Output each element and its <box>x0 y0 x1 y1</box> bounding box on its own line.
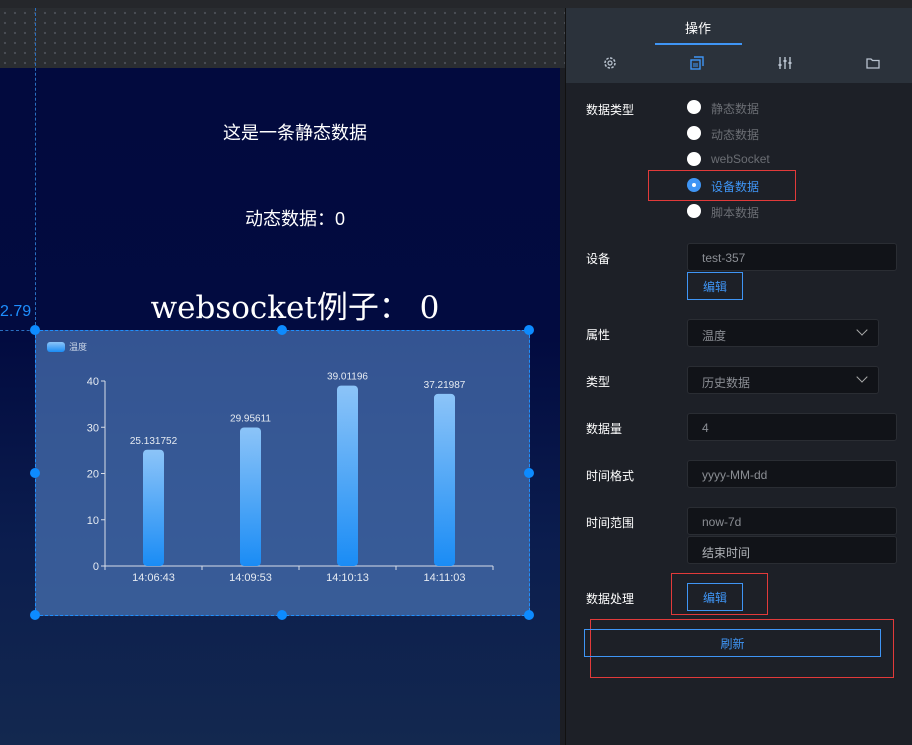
bar <box>337 385 358 566</box>
process-edit-button[interactable]: 编辑 <box>687 583 743 611</box>
highlight-box <box>590 619 894 678</box>
data-type-label: 数据类型 <box>586 103 635 117</box>
sliders-icon[interactable] <box>778 56 792 70</box>
bar-chart-widget[interactable]: 温度 0 10 20 30 40 25.131752 14:06:43 29.95611 14:… <box>35 330 530 616</box>
x-tick-label: 14:09:53 <box>229 572 272 584</box>
highlight-box <box>671 573 768 615</box>
guide-value: 2.79 <box>0 303 32 320</box>
attr-label: 属性 <box>586 328 611 342</box>
attr-value: 温度 <box>702 329 727 343</box>
y-tick-label: 20 <box>87 469 99 481</box>
x-tick-label: 14:10:13 <box>326 572 369 584</box>
bar <box>434 393 455 566</box>
y-tick-label: 40 <box>87 376 99 388</box>
resize-handle-nw[interactable] <box>30 325 40 335</box>
device-input[interactable]: test-357 <box>687 243 897 271</box>
properties-panel: 操作 数据类型 静态数据动态数据 webSocket 设备数据脚本数据 设备 tes… <box>565 8 912 745</box>
resize-handle-sw[interactable] <box>30 610 40 620</box>
range-label: 时间范围 <box>586 516 635 530</box>
radio-label[interactable]: webSocket <box>711 152 770 166</box>
radio-3[interactable] <box>687 178 701 192</box>
count-input[interactable]: 4 <box>687 413 897 441</box>
radio-4[interactable] <box>687 204 701 218</box>
chevron-down-icon <box>856 324 868 336</box>
radio-0[interactable] <box>687 100 701 114</box>
tab-operation[interactable]: 操作 <box>684 21 711 36</box>
panel-header: 操作 <box>566 8 912 83</box>
folder-icon[interactable] <box>866 56 880 70</box>
x-tick-label: 14:11:03 <box>423 572 465 584</box>
resize-handle-s[interactable] <box>277 610 287 620</box>
data-label: 29.95611 <box>230 413 271 424</box>
ruler <box>0 8 565 68</box>
type-value: 历史数据 <box>702 376 751 390</box>
resize-handle-ne[interactable] <box>524 325 534 335</box>
bar <box>240 427 261 566</box>
count-label: 数据量 <box>586 422 623 436</box>
process-label: 数据处理 <box>586 592 635 606</box>
radio-2[interactable] <box>687 152 701 166</box>
highlight-box <box>648 170 796 201</box>
radio-label[interactable]: 脚本数据 <box>711 206 760 220</box>
range-start-input[interactable]: now-7d <box>687 507 897 535</box>
gear-icon[interactable] <box>603 56 617 70</box>
bar <box>143 449 164 566</box>
y-tick-label: 10 <box>87 515 99 527</box>
radio-1[interactable] <box>687 126 701 140</box>
vertical-guide <box>35 8 36 330</box>
type-select[interactable]: 历史数据 <box>687 366 879 394</box>
top-bar <box>0 0 912 8</box>
attr-select[interactable]: 温度 <box>687 319 879 347</box>
resize-handle-w[interactable] <box>30 468 40 478</box>
data-label: 25.131752 <box>130 436 178 447</box>
chevron-down-icon <box>856 371 868 383</box>
legend-swatch[interactable] <box>47 342 65 352</box>
radio-label[interactable]: 静态数据 <box>711 102 760 116</box>
format-input[interactable]: yyyy-MM-dd <box>687 460 897 488</box>
range-end-input[interactable]: 结束时间 <box>687 536 897 564</box>
y-tick-label: 30 <box>87 422 99 434</box>
resize-handle-se[interactable] <box>524 610 534 620</box>
radio-label[interactable]: 动态数据 <box>711 128 760 142</box>
bar-chart: 温度 0 10 20 30 40 25.131752 14:06:43 29.95611 14:… <box>47 341 494 584</box>
x-tick-label: 14:06:43 <box>132 572 175 584</box>
type-label: 类型 <box>586 375 611 389</box>
device-label: 设备 <box>586 252 611 266</box>
dynamic-text[interactable]: 动态数据：0 <box>244 209 345 229</box>
tab-underline <box>655 43 742 45</box>
refresh-button[interactable]: 刷新 <box>584 629 881 657</box>
device-edit-button[interactable]: 编辑 <box>687 272 743 300</box>
data-label: 37.21987 <box>424 380 466 391</box>
horizontal-guide <box>0 330 35 331</box>
format-label: 时间格式 <box>586 469 635 483</box>
legend-label[interactable]: 温度 <box>69 341 87 352</box>
y-tick-label: 0 <box>93 561 99 573</box>
resize-handle-e[interactable] <box>524 468 534 478</box>
copy-icon[interactable] <box>690 56 704 70</box>
static-text[interactable]: 这是一条静态数据 <box>223 123 367 143</box>
websocket-text[interactable]: websocket例子： 0 <box>150 290 440 326</box>
data-label: 39.01196 <box>327 372 368 383</box>
resize-handle-n[interactable] <box>277 325 287 335</box>
radio-label[interactable]: 设备数据 <box>711 180 760 194</box>
